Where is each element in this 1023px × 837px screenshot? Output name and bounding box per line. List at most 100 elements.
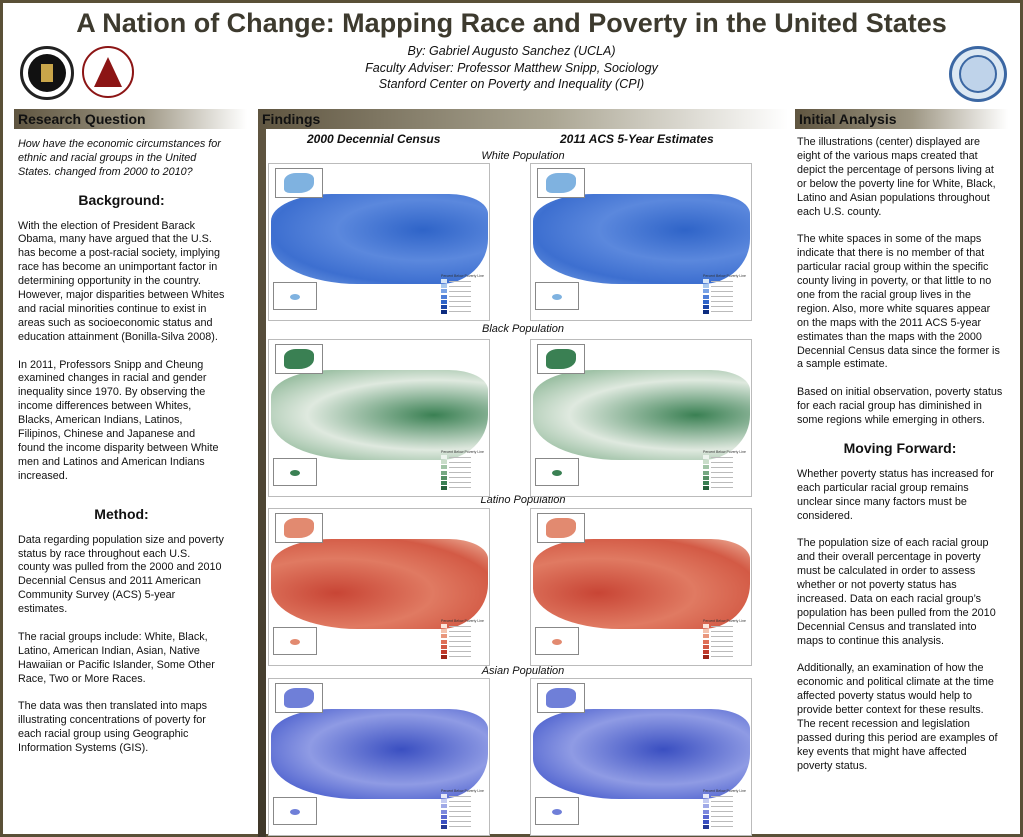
poverty-map-black-2000: Percent Below Poverty Line <box>268 339 490 497</box>
legend-swatch <box>441 299 487 304</box>
research-question-header: Research Question <box>14 109 247 129</box>
moving-forward-heading: Moving Forward: <box>843 439 957 456</box>
legend-swatch <box>703 804 749 809</box>
poverty-map-black-2011: Percent Below Poverty Line <box>530 339 752 497</box>
method-paragraph: The data was then translated into maps i… <box>18 700 208 755</box>
population-label-black: Black Population <box>482 323 564 335</box>
legend-swatch <box>441 649 487 654</box>
method-heading: Method: <box>94 505 149 522</box>
center-line: Stanford Center on Poverty and Inequalit… <box>378 77 645 91</box>
legend-swatch <box>703 639 749 644</box>
legend-swatch <box>441 475 487 480</box>
legend-swatch <box>441 304 487 309</box>
poster-title: A Nation of Change: Mapping Race and Pov… <box>76 8 947 38</box>
contiguous-us-map <box>271 370 488 460</box>
legend-swatch <box>703 460 749 465</box>
legend-swatch <box>703 299 749 304</box>
legend-swatch <box>703 634 749 639</box>
map-legend-title: Percent Below Poverty Line <box>703 450 746 454</box>
initial-analysis-header: Initial Analysis <box>795 109 1008 129</box>
legend-swatch <box>703 475 749 480</box>
population-label-white: White Population <box>481 150 565 162</box>
legend-swatch <box>441 624 487 629</box>
legend-swatch <box>703 809 749 814</box>
legend-swatch <box>703 629 749 634</box>
map-legend-title: Percent Below Poverty Line <box>703 619 746 623</box>
map-legend-title: Percent Below Poverty Line <box>703 274 746 278</box>
alaska-inset <box>537 344 585 374</box>
findings-panel: 2000 Decennial Census 2011 ACS 5-Year Es… <box>258 129 788 837</box>
legend-swatch <box>441 809 487 814</box>
stanford-seal-logo <box>82 46 134 98</box>
left-column: How have the economic circumstances for … <box>18 138 225 770</box>
moving-forward-paragraph: Whether poverty status has increased for… <box>797 467 994 522</box>
legend-swatch <box>703 794 749 799</box>
map-legend: Percent Below Poverty Line <box>703 274 749 316</box>
map-legend: Percent Below Poverty Line <box>441 789 487 831</box>
legend-swatch <box>703 644 749 649</box>
alaska-inset <box>275 513 323 543</box>
adviser-line: Faculty Adviser: Professor Matthew Snipp… <box>365 61 658 75</box>
legend-swatch <box>441 470 487 475</box>
legend-swatch <box>441 799 487 804</box>
legend-swatch <box>703 824 749 830</box>
poverty-map-asian-2011: Percent Below Poverty Line <box>530 678 752 836</box>
contiguous-us-map <box>533 539 750 629</box>
poverty-map-latino-2000: Percent Below Poverty Line <box>268 508 490 666</box>
alaska-inset <box>275 344 323 374</box>
legend-swatch <box>441 629 487 634</box>
legend-swatch <box>441 279 487 284</box>
contiguous-us-map <box>533 370 750 460</box>
map-legend: Percent Below Poverty Line <box>703 450 749 492</box>
legend-swatch <box>703 480 749 485</box>
alaska-inset <box>275 683 323 713</box>
legend-swatch <box>441 804 487 809</box>
method-paragraph: Data regarding population size and pover… <box>18 533 224 616</box>
moving-forward-paragraph: Additionally, an examination of how the … <box>797 662 998 772</box>
map-legend-title: Percent Below Poverty Line <box>441 619 484 623</box>
legend-swatch <box>703 289 749 294</box>
map-legend-title: Percent Below Poverty Line <box>441 450 484 454</box>
column-header-2000: 2000 Decennial Census <box>307 132 441 146</box>
legend-swatch <box>441 294 487 299</box>
contiguous-us-map <box>533 709 750 799</box>
map-legend: Percent Below Poverty Line <box>703 619 749 661</box>
hawaii-inset <box>273 282 317 310</box>
population-label-asian: Asian Population <box>481 665 565 677</box>
legend-swatch <box>441 639 487 644</box>
legend-swatch <box>441 289 487 294</box>
legend-swatch <box>703 309 749 315</box>
legend-swatch <box>703 799 749 804</box>
legend-swatch <box>441 819 487 824</box>
contiguous-us-map <box>271 539 488 629</box>
hawaii-inset <box>273 627 317 655</box>
moving-forward-paragraph: The population size of each racial group… <box>797 537 996 647</box>
legend-swatch <box>441 460 487 465</box>
hawaii-inset <box>535 797 579 825</box>
findings-divider <box>258 129 266 837</box>
legend-swatch <box>441 794 487 799</box>
legend-swatch <box>703 624 749 629</box>
legend-swatch <box>703 279 749 284</box>
legend-swatch <box>703 819 749 824</box>
legend-swatch <box>441 465 487 470</box>
legend-swatch <box>441 455 487 460</box>
contiguous-us-map <box>271 194 488 284</box>
alaska-inset <box>537 513 585 543</box>
alaska-inset <box>537 683 585 713</box>
legend-swatch <box>703 455 749 460</box>
legend-swatch <box>441 480 487 485</box>
legend-swatch <box>441 284 487 289</box>
legend-swatch <box>441 634 487 639</box>
background-heading: Background: <box>78 191 165 208</box>
contiguous-us-map <box>271 709 488 799</box>
analysis-paragraph: The white spaces in some of the maps ind… <box>797 233 1000 371</box>
hawaii-inset <box>535 458 579 486</box>
right-column: The illustrations (center) displayed are… <box>797 136 1003 788</box>
legend-swatch <box>703 485 749 491</box>
map-legend: Percent Below Poverty Line <box>441 619 487 661</box>
alaska-inset <box>537 168 585 198</box>
population-label-latino: Latino Population <box>480 494 566 506</box>
legend-swatch <box>441 309 487 315</box>
